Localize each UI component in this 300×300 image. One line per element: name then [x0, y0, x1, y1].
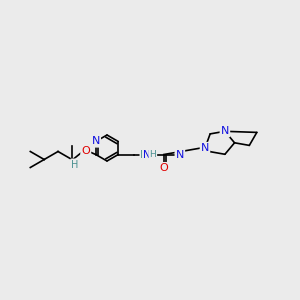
Text: O: O	[81, 146, 90, 157]
Text: H: H	[149, 150, 156, 159]
Text: N: N	[201, 143, 209, 153]
Text: N: N	[176, 149, 184, 160]
Text: O: O	[160, 163, 168, 173]
Text: N: N	[143, 149, 151, 160]
Text: N: N	[221, 126, 229, 136]
Text: NH: NH	[140, 149, 155, 160]
Text: H: H	[71, 160, 79, 170]
Text: N: N	[92, 136, 100, 146]
